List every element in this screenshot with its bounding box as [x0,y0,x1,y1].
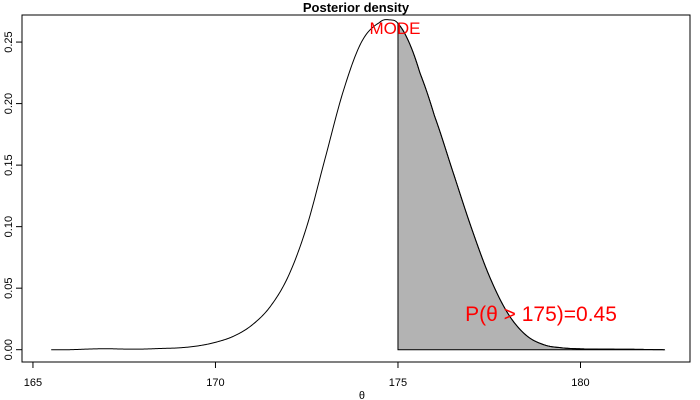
x-axis-label: θ [359,390,365,400]
x-tick-label: 170 [206,377,224,389]
density-line [51,19,665,351]
mode-annotation: MODE [370,19,421,38]
x-tick-label: 165 [24,377,42,389]
y-tick-label: 0.10 [3,216,15,237]
y-tick-label: 0.15 [3,154,15,175]
probability-annotation: P(θ > 175)=0.45 [465,303,617,326]
y-tick-label: 0.00 [3,339,15,360]
plot-frame [21,14,691,363]
chart-title: Posterior density [303,0,410,15]
x-tick-label: 180 [571,377,589,389]
y-tick-label: 0.05 [3,277,15,298]
shaded-probability-region [397,22,666,351]
y-tick-label: 0.25 [3,31,15,52]
x-tick-label: 175 [389,377,407,389]
y-tick-label: 0.20 [3,93,15,114]
